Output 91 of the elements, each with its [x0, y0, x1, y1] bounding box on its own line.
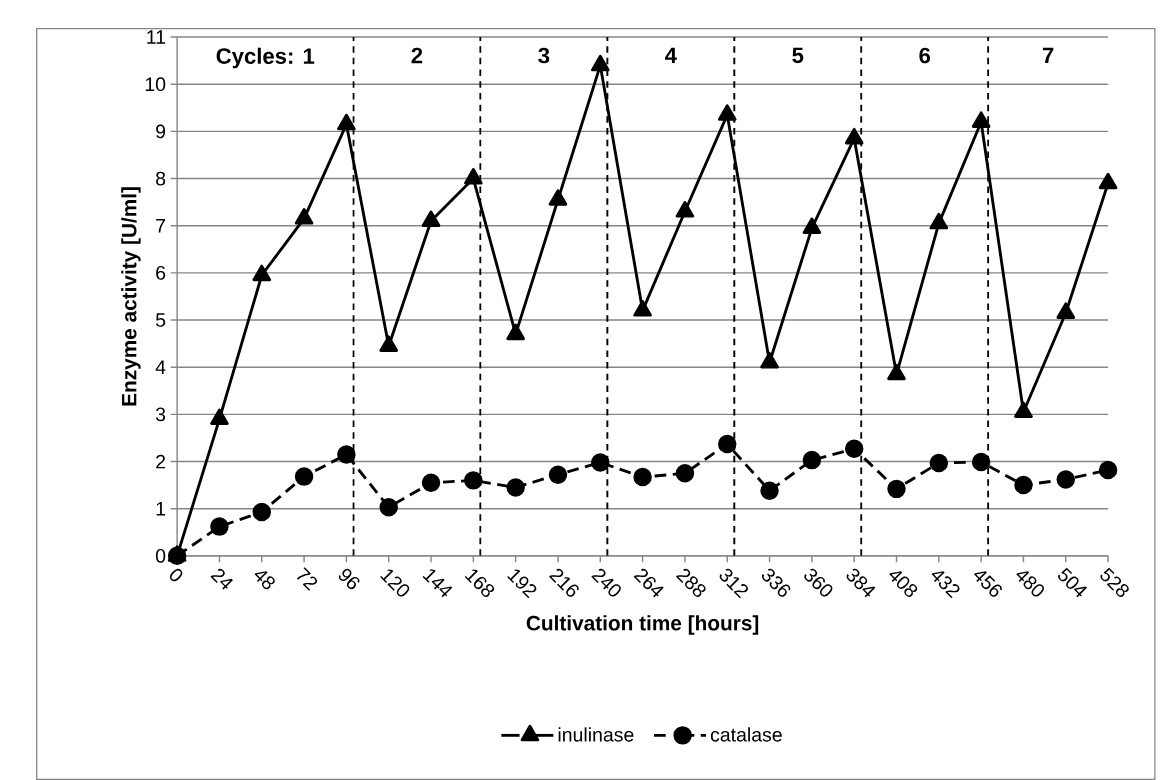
x-tick-label: 240	[591, 568, 621, 597]
y-tick-label: 3	[155, 407, 166, 422]
point	[633, 467, 652, 487]
point	[337, 113, 356, 131]
point	[506, 323, 525, 341]
point	[464, 167, 483, 185]
y-tick-label: 8	[156, 171, 166, 186]
x-tick-label: 48	[254, 571, 275, 590]
y-tick-label: 2	[156, 454, 166, 469]
point	[718, 434, 737, 454]
point	[717, 104, 737, 121]
x-tick-label: 408	[889, 571, 918, 597]
point	[337, 445, 356, 464]
y-tick-label: 9	[156, 124, 166, 139]
annotation: 5	[792, 47, 804, 64]
point	[887, 479, 906, 499]
point	[1014, 401, 1033, 418]
x-tick-label: 528	[1100, 567, 1129, 597]
point	[1014, 475, 1033, 495]
point	[675, 200, 695, 218]
y-axis-title: Enzyme activity [U/ml]	[121, 187, 141, 406]
annotation: Cycles: 1	[216, 47, 315, 69]
legend-label: inulinase	[558, 727, 634, 742]
x-tick-label: 72	[296, 567, 318, 591]
point	[252, 502, 271, 522]
point	[844, 439, 864, 458]
point	[633, 300, 652, 317]
point	[1056, 302, 1076, 319]
point	[929, 212, 949, 230]
point	[971, 452, 991, 472]
point	[591, 453, 610, 472]
x-tick-label: 288	[675, 568, 706, 597]
y-tick-label: 4	[155, 360, 166, 374]
y-tick-label: 6	[156, 265, 166, 280]
annotation: 3	[538, 47, 550, 64]
point	[929, 453, 949, 473]
point	[802, 217, 822, 234]
point	[844, 127, 864, 145]
x-axis-title: Cultivation time [hours]	[526, 615, 759, 635]
point	[675, 464, 695, 483]
annotation: 4	[665, 47, 677, 63]
point	[294, 208, 314, 225]
point	[1056, 470, 1075, 489]
point	[548, 189, 568, 206]
point	[210, 517, 229, 536]
x-tick-label: 384	[846, 568, 876, 598]
x-tick-label: 360	[804, 568, 833, 597]
point	[421, 210, 441, 227]
y-tick-label: 11	[147, 30, 166, 44]
y-tick-label: 10	[145, 77, 166, 92]
point	[760, 351, 779, 369]
point	[1098, 460, 1118, 480]
point	[506, 478, 525, 497]
y-tick-label: 7	[156, 218, 166, 233]
point	[548, 465, 568, 484]
y-tick-label: 1	[156, 501, 166, 516]
x-tick-label: 192	[507, 569, 537, 599]
x-tick-label: 432	[931, 571, 960, 599]
point	[971, 111, 991, 128]
point	[252, 264, 272, 282]
x-tick-label: 336	[761, 568, 791, 597]
point	[760, 481, 779, 500]
x-tick-label: 312	[719, 568, 748, 599]
x-tick-label: 456	[973, 571, 1002, 597]
point	[464, 471, 483, 490]
x-tick-label: 168	[464, 569, 495, 597]
y-tick-label: 5	[155, 313, 166, 327]
annotation: 2	[411, 47, 423, 64]
point	[590, 54, 610, 72]
point	[802, 450, 822, 470]
x-tick-label: 144	[422, 569, 453, 598]
x-tick-label: 24	[210, 568, 233, 590]
point	[379, 497, 398, 517]
point	[294, 467, 314, 486]
x-tick-label: 120	[380, 569, 410, 597]
x-tick-label: 504	[1058, 567, 1087, 598]
x-tick-label: 480	[1016, 571, 1044, 597]
x-tick-label: 96	[338, 568, 360, 590]
point	[887, 363, 906, 381]
x-tick-label: 216	[549, 568, 579, 597]
legend-label: catalase	[710, 727, 782, 742]
annotation: 6	[919, 47, 931, 64]
point	[167, 546, 187, 566]
annotation: 7	[1042, 47, 1054, 63]
point	[210, 408, 229, 425]
x-tick-label: 264	[633, 568, 664, 598]
point	[379, 335, 399, 352]
point	[1098, 172, 1118, 190]
y-tick-label: 0	[155, 548, 166, 563]
x-tick-label: 0	[169, 568, 183, 582]
point	[421, 473, 441, 492]
